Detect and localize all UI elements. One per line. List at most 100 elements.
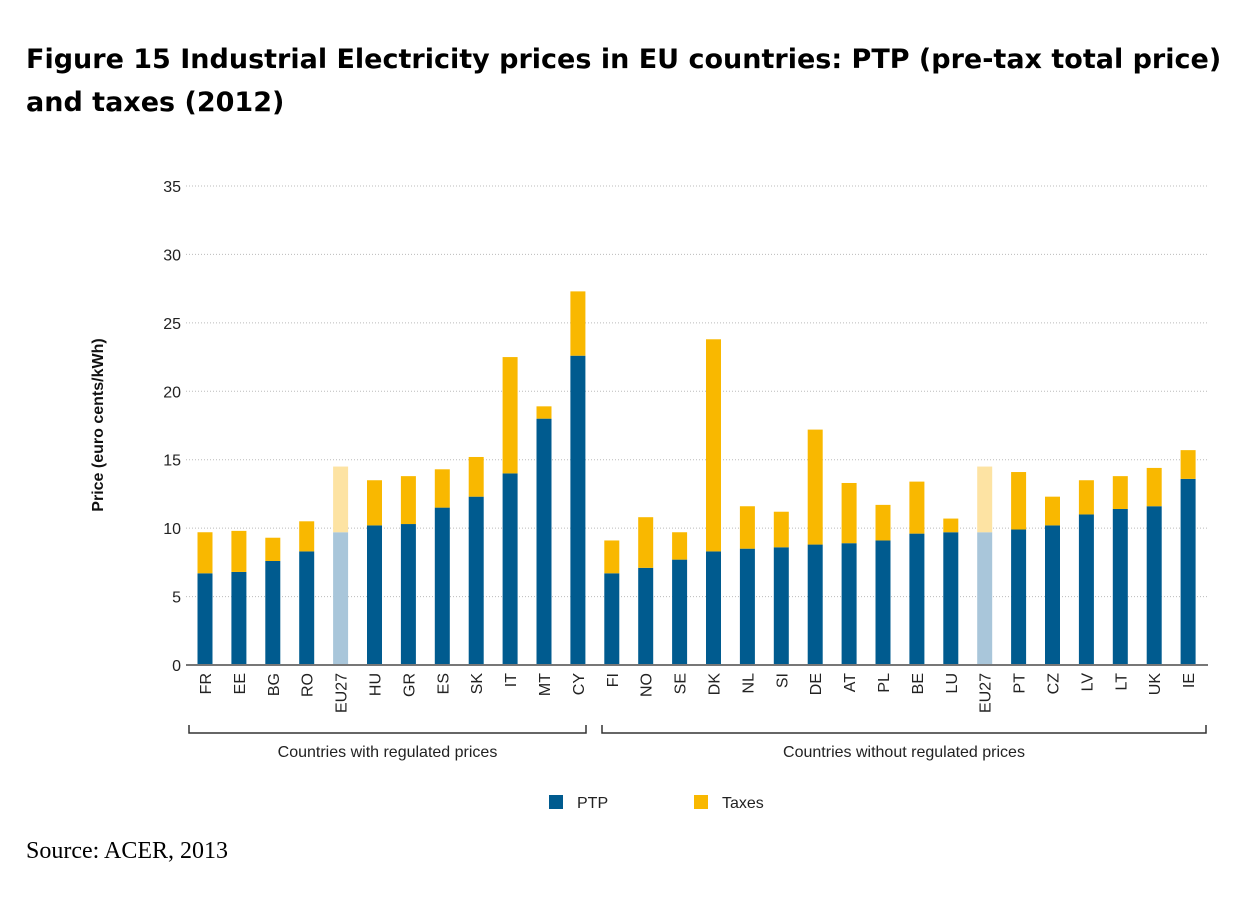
x-tick-label: SE [673,673,690,694]
x-tick-label: BE [910,673,927,694]
bar-taxes-de [807,429,823,545]
x-tick-label: SK [469,673,486,695]
x-tick-label: FR [198,673,215,694]
y-tick-label: 35 [163,179,181,196]
x-tick-label: HU [368,673,385,696]
bar-ptp-pt [1011,529,1027,665]
bar-ptp-gr [400,524,416,665]
bar-taxes-dk [706,339,721,552]
group-bracket [188,725,587,734]
x-tick-label: IE [1181,673,1198,688]
legend-swatch-taxes [694,795,708,809]
y-tick-label: 30 [163,247,181,264]
bar-taxes-si [773,511,789,548]
bar-ptp-lv [1078,514,1094,665]
bar-taxes-at [841,482,857,544]
x-tick-label: GR [401,673,418,697]
bar-ptp-nl [739,548,755,665]
bar-taxes-fi [604,540,620,574]
bar-taxes-cz [1045,496,1060,526]
bar-taxes-ro [299,521,315,552]
bar-ptp-si [773,547,789,665]
x-tick-label: EU27 [334,673,351,713]
bar-ptp-ee [231,571,247,665]
bar-ptp-pl [875,540,891,665]
bar-taxes-fr [197,532,213,574]
x-tick-label: BG [266,673,283,696]
bar-ptp-fr [197,573,213,665]
x-tick-label: LU [944,673,961,693]
bar-taxes-se [672,532,688,560]
legend-swatch-ptp [549,795,563,809]
x-tick-label: LT [1113,673,1130,691]
bar-ptp-lu [943,532,959,665]
x-tick-label: FI [605,673,622,687]
bar-taxes-no [638,517,654,568]
bar-ptp-lt [1112,508,1128,665]
bar-ptp-ie [1180,478,1196,665]
bar-taxes-lt [1112,476,1128,509]
group-label: Countries without regulated prices [783,744,1025,761]
bar-taxes-ee [231,530,247,572]
bar-taxes-mt [536,406,552,419]
y-tick-label: 10 [163,521,181,538]
y-tick-label: 25 [163,316,181,333]
x-tick-label: PL [876,673,893,693]
x-tick-label: EU27 [978,673,995,713]
bar-ptp-se [672,559,688,665]
y-tick-label: 15 [163,453,181,470]
bar-taxes-eu27 [333,466,349,533]
bar-ptp-es [434,507,450,665]
x-tick-label: CY [571,673,588,696]
y-tick-label: 20 [163,384,181,401]
y-tick-label: 0 [172,658,181,675]
bar-taxes-uk [1146,467,1162,507]
x-tick-label: NL [740,673,757,694]
bar-taxes-bg [265,537,281,561]
x-tick-label: SI [774,673,791,688]
x-tick-label: AT [842,673,859,692]
bar-taxes-hu [367,480,382,526]
bar-ptp-mt [536,418,552,665]
bar-ptp-eu27 [977,532,993,665]
bar-ptp-cy [570,355,586,665]
x-tick-label: DE [808,673,825,695]
bar-ptp-bg [265,560,281,665]
bar-ptp-sk [468,496,484,665]
bar-taxes-be [909,481,925,534]
legend-label-taxes: Taxes [722,795,764,812]
bar-taxes-cy [570,291,586,356]
bar-taxes-sk [468,456,484,497]
bar-ptp-hu [367,525,382,665]
group-label: Countries with regulated prices [278,744,498,761]
x-tick-label: LV [1079,673,1096,692]
bar-taxes-lu [943,518,959,533]
bar-ptp-it [502,473,518,665]
bar-ptp-cz [1045,525,1060,665]
bar-taxes-gr [400,476,416,525]
bar-ptp-eu27 [333,532,349,665]
legend-label-ptp: PTP [577,795,608,812]
bar-taxes-nl [739,506,755,549]
x-tick-label: PT [1012,673,1029,694]
bar-ptp-dk [706,551,721,665]
x-tick-label: CZ [1046,673,1063,695]
bar-ptp-be [909,533,925,665]
bar-ptp-de [807,544,823,665]
bar-taxes-eu27 [977,466,993,533]
bar-taxes-ie [1180,450,1196,479]
group-bracket [601,725,1207,734]
y-axis-label: Price (euro cents/kWh) [90,338,107,511]
y-tick-label: 5 [172,590,181,607]
x-tick-label: EE [232,673,249,694]
x-tick-label: MT [537,673,554,696]
bar-taxes-pt [1011,472,1027,530]
x-tick-label: RO [300,673,317,697]
x-tick-label: DK [707,673,724,696]
bar-ptp-no [638,567,654,665]
x-tick-label: IT [503,673,520,687]
bar-taxes-es [434,469,450,508]
bar-ptp-at [841,543,857,665]
bar-ptp-uk [1146,506,1162,665]
